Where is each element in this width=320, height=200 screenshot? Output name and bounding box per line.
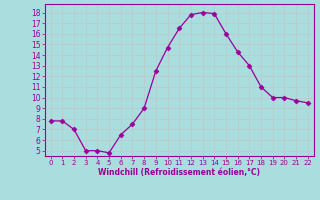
X-axis label: Windchill (Refroidissement éolien,°C): Windchill (Refroidissement éolien,°C)	[98, 168, 260, 177]
